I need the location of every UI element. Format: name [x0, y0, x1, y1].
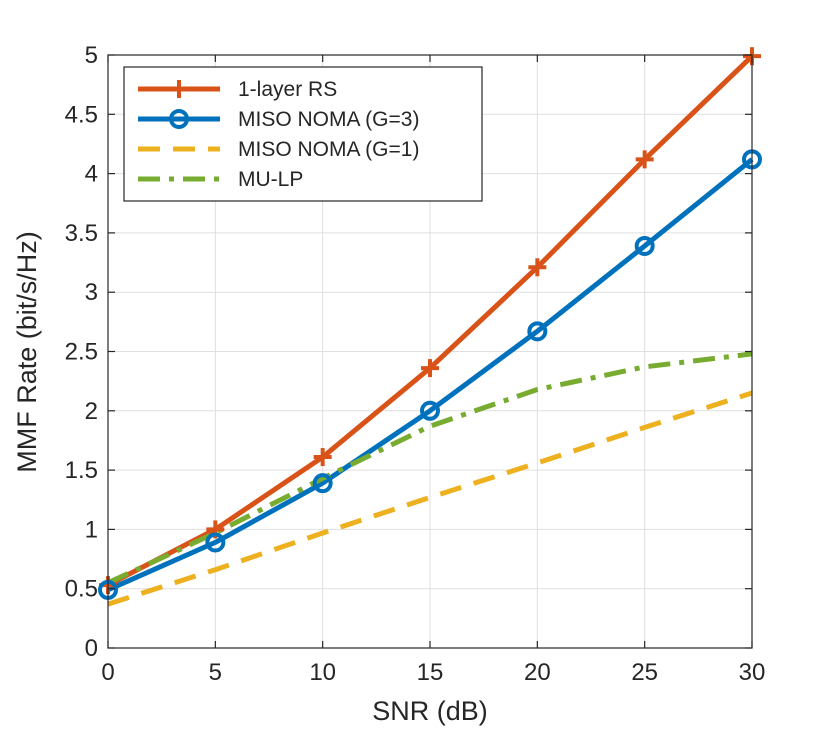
legend-entry-2: MISO NOMA (G=1)	[138, 138, 419, 161]
legend-marker	[170, 80, 188, 98]
x-tick-label: 30	[739, 659, 766, 686]
x-tick-label: 20	[524, 659, 551, 686]
y-tick-label: 2	[85, 398, 98, 425]
series-1-point	[634, 235, 655, 256]
series-0-point	[635, 150, 654, 169]
x-tick-label: 5	[209, 659, 222, 686]
y-tick-label: 4	[85, 161, 98, 188]
y-axis-label: MMF Rate (bit/s/Hz)	[12, 231, 42, 473]
x-tick-label: 15	[417, 659, 444, 686]
legend-label: MU-LP	[238, 168, 303, 191]
series-line-2	[107, 390, 753, 607]
x-tick-label: 0	[101, 659, 114, 686]
y-tick-label: 1	[85, 516, 98, 543]
series-1-point	[205, 532, 226, 553]
legend-entry-3: MU-LP	[138, 168, 303, 191]
y-tick-label: 3.5	[65, 220, 98, 247]
y-tick-label: 0.5	[65, 576, 98, 603]
y-tick-label: 5	[85, 42, 98, 69]
series-1-point	[312, 473, 333, 494]
series-markers	[98, 47, 762, 600]
series-0-point	[313, 448, 332, 467]
tick-labels: 0 5 10 15 20 25 30 0 0.5 1 1.5 2 2.5 3 3.5 4 4.5 5	[65, 42, 766, 686]
series-0-point	[528, 258, 547, 277]
y-tick-label: 3	[85, 279, 98, 306]
legend-label: 1-layer RS	[238, 78, 337, 101]
legend-label: MISO NOMA (G=1)	[238, 138, 419, 161]
legend-label: MISO NOMA (G=3)	[238, 108, 419, 131]
series-1-point	[527, 321, 548, 342]
x-tick-label: 10	[309, 659, 336, 686]
y-tick-label: 2.5	[65, 339, 98, 366]
y-tick-label: 4.5	[65, 101, 98, 128]
series-0-point	[421, 359, 439, 378]
series-1-point	[420, 400, 440, 421]
legend-marker	[169, 109, 189, 129]
y-tick-label: 1.5	[65, 457, 98, 484]
axis-ticks	[107, 54, 753, 649]
x-tick-label: 25	[631, 659, 658, 686]
legend-entry-1: MISO NOMA (G=3)	[138, 108, 419, 131]
series-line-1	[106, 157, 754, 593]
legend: 1-layer RS MISO NOMA (G=3) MISO NOMA (G=1)…	[123, 66, 483, 202]
y-tick-label: 0	[85, 635, 98, 662]
x-axis-label: SNR (dB)	[372, 696, 488, 726]
legend-entry-0: 1-layer RS	[138, 78, 337, 101]
